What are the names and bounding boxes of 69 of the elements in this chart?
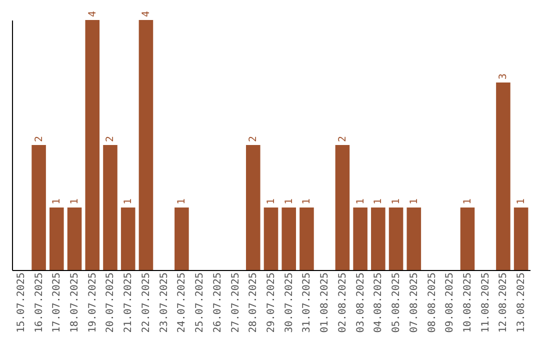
bar <box>514 208 528 270</box>
data-label: 1 <box>516 198 528 204</box>
x-tick-label: 31.07.2025 <box>302 272 313 333</box>
x-tick-label: 28.07.2025 <box>248 272 260 333</box>
data-label: 4 <box>140 10 152 17</box>
x-tick-label: 21.07.2025 <box>123 272 134 333</box>
x-tick-label: 25.07.2025 <box>194 272 206 333</box>
bar <box>85 20 100 270</box>
x-tick-label: 23.07.2025 <box>158 272 170 333</box>
data-label: 1 <box>284 198 295 204</box>
data-label: 1 <box>302 198 313 204</box>
bar <box>103 145 118 270</box>
data-label: 2 <box>337 136 348 142</box>
bar <box>353 208 368 270</box>
x-tick-label: 18.07.2025 <box>70 272 81 333</box>
x-tick-label: 15.07.2025 <box>16 272 27 333</box>
data-label: 2 <box>34 136 45 142</box>
bar <box>264 208 278 270</box>
bar <box>246 145 260 270</box>
data-label: 2 <box>105 136 116 142</box>
x-tick-label: 03.08.2025 <box>355 272 366 333</box>
x-tick-label: 19.07.2025 <box>87 272 98 333</box>
data-label: 1 <box>52 198 63 204</box>
x-tick-label: 02.08.2025 <box>337 272 348 333</box>
x-tick-label: 17.07.2025 <box>52 272 63 333</box>
bar <box>282 208 296 270</box>
bar <box>300 208 314 270</box>
data-label: 3 <box>498 73 510 80</box>
x-tick-label: 09.08.2025 <box>444 272 456 333</box>
bar <box>406 208 422 270</box>
data-label: 4 <box>87 10 98 17</box>
x-tick-label: 04.08.2025 <box>373 272 384 333</box>
x-tick-label: 13.08.2025 <box>516 272 528 333</box>
bar <box>120 208 136 270</box>
x-tick-label: 30.07.2025 <box>284 272 295 333</box>
x-tick-label: 08.08.2025 <box>426 272 438 333</box>
data-label: 1 <box>70 198 81 204</box>
data-label: 1 <box>391 198 402 204</box>
bar <box>335 145 350 270</box>
data-label: 2 <box>248 136 260 142</box>
x-tick-label: 20.07.2025 <box>105 272 116 333</box>
x-tick-label: 24.07.2025 <box>176 272 188 333</box>
data-label: 1 <box>123 198 134 204</box>
data-label: 1 <box>408 198 420 204</box>
bar <box>138 20 154 270</box>
x-tick-label: 05.08.2025 <box>391 272 402 333</box>
x-tick-label: 27.07.2025 <box>230 272 242 333</box>
bar <box>371 208 386 270</box>
data-label: 1 <box>373 198 384 204</box>
x-tick-label: 29.07.2025 <box>266 272 277 333</box>
data-label: 1 <box>355 198 366 204</box>
bar <box>496 82 510 270</box>
x-tick-label: 10.08.2025 <box>462 272 474 333</box>
bar <box>67 208 82 270</box>
bar <box>388 208 404 270</box>
bar <box>32 145 46 270</box>
x-tick-label: 22.07.2025 <box>140 272 152 333</box>
x-tick-label: 01.08.2025 <box>320 272 331 333</box>
bar <box>174 208 189 270</box>
x-tick-label: 07.08.2025 <box>408 272 420 333</box>
x-tick-label: 26.07.2025 <box>212 272 224 333</box>
bar <box>50 208 64 270</box>
x-tick-label: 12.08.2025 <box>498 272 510 333</box>
data-label: 1 <box>462 198 474 204</box>
bar <box>460 208 475 270</box>
data-label: 1 <box>176 198 188 204</box>
data-label: 1 <box>266 198 277 204</box>
x-tick-label: 11.08.2025 <box>480 272 492 333</box>
x-tick-label: 16.07.2025 <box>34 272 45 333</box>
